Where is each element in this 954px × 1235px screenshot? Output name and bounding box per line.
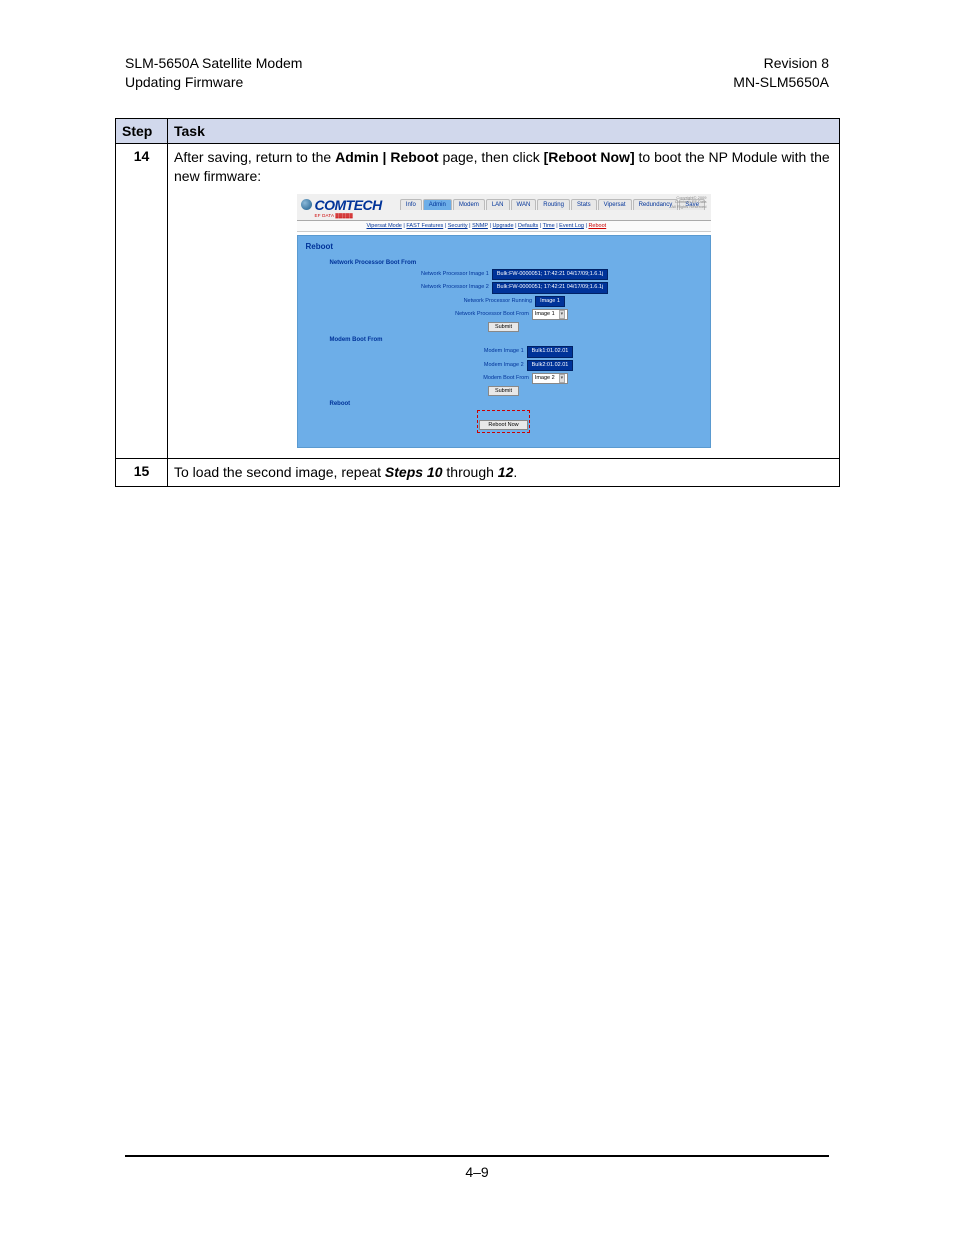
subnav-security[interactable]: Security [448, 223, 468, 229]
value-modem-img2: Bulk2:01.02.01 [527, 360, 574, 371]
embedded-screenshot: COMTECH EF DATA ▓▓▓▓▓ Info Admin Modem L… [297, 194, 711, 448]
subnav-vipersat[interactable]: Vipersat Mode [367, 223, 402, 229]
subnav-fast[interactable]: FAST Features [406, 223, 443, 229]
tab-modem[interactable]: Modem [453, 199, 485, 210]
value-np-running: Image 1 [535, 296, 565, 307]
copyright-text: Copyright© 2009 Comtech EF Data All Righ… [671, 196, 706, 209]
label-modem-img1: Modem Image 1 [434, 348, 524, 355]
subnav-snmp[interactable]: SNMP [472, 223, 488, 229]
nav-header: COMTECH EF DATA ▓▓▓▓▓ Info Admin Modem L… [297, 194, 711, 221]
reboot-panel: Reboot Network Processor Boot From Netwo… [297, 235, 711, 448]
steps-table: Step Task 14 After saving, return to the… [115, 118, 840, 487]
nav-tabs: Info Admin Modem LAN WAN Routing Stats V… [400, 196, 706, 210]
value-np-img2: Bulk:FW-0000051; 17:42:21 04/17/09;1.6.1… [492, 282, 608, 293]
task-cell: To load the second image, repeat Steps 1… [168, 458, 840, 486]
footer-rule [125, 1155, 829, 1157]
col-header-step: Step [116, 119, 168, 144]
subnav-upgrade[interactable]: Upgrade [492, 223, 513, 229]
doc-revision: Revision 8 [733, 54, 829, 73]
tab-admin[interactable]: Admin [423, 199, 452, 210]
subnav-eventlog[interactable]: Event Log [559, 223, 584, 229]
reboot-highlight: Reboot Now [477, 410, 529, 433]
tab-stats[interactable]: Stats [571, 199, 597, 210]
label-np-img2: Network Processor Image 2 [399, 284, 489, 291]
tab-vipersat[interactable]: Vipersat [598, 199, 632, 210]
tab-lan[interactable]: LAN [486, 199, 510, 210]
table-row: 14 After saving, return to the Admin | R… [116, 144, 840, 459]
value-np-img1: Bulk:FW-0000051; 17:42:21 04/17/09;1.6.1… [492, 269, 608, 280]
doc-section: Updating Firmware [125, 73, 302, 92]
section-title-reboot: Reboot [330, 400, 678, 408]
label-np-bootfrom: Network Processor Boot From [439, 311, 529, 318]
section-title-modem: Modem Boot From [330, 336, 678, 344]
page-number: 4–9 [0, 1164, 954, 1180]
col-header-task: Task [168, 119, 840, 144]
submit-button-np[interactable]: Submit [488, 322, 519, 332]
subnav-time[interactable]: Time [543, 223, 555, 229]
table-row: 15 To load the second image, repeat Step… [116, 458, 840, 486]
doc-number: MN-SLM5650A [733, 73, 829, 92]
label-modem-img2: Modem Image 2 [434, 362, 524, 369]
tab-wan[interactable]: WAN [511, 199, 537, 210]
label-np-img1: Network Processor Image 1 [399, 271, 489, 278]
select-modem-bootfrom[interactable]: Image 2 [532, 373, 568, 384]
section-reboot: Reboot Reboot Now [330, 400, 678, 433]
section-title-np: Network Processor Boot From [330, 259, 678, 267]
reboot-now-button[interactable]: Reboot Now [479, 420, 527, 430]
tab-info[interactable]: Info [400, 199, 422, 210]
logo-subtitle: EF DATA ▓▓▓▓▓ [301, 213, 382, 219]
step-number: 15 [116, 458, 168, 486]
task-cell: After saving, return to the Admin | Rebo… [168, 144, 840, 459]
header-right: Revision 8 MN-SLM5650A [733, 54, 829, 92]
panel-title: Reboot [306, 242, 702, 253]
tab-routing[interactable]: Routing [537, 199, 570, 210]
submit-button-modem[interactable]: Submit [488, 386, 519, 396]
globe-icon [301, 199, 312, 210]
subnav-reboot[interactable]: Reboot [588, 223, 606, 229]
label-np-running: Network Processor Running [442, 298, 532, 305]
sub-nav: Vipersat Mode | FAST Features | Security… [297, 221, 711, 232]
doc-title: SLM-5650A Satellite Modem [125, 54, 302, 73]
value-modem-img1: Bulk1:01.02.01 [527, 346, 574, 357]
section-np-boot: Network Processor Boot From Network Proc… [330, 259, 678, 332]
label-modem-bootfrom: Modem Boot From [439, 375, 529, 382]
step-number: 14 [116, 144, 168, 459]
select-np-bootfrom[interactable]: Image 1 [532, 309, 568, 320]
subnav-defaults[interactable]: Defaults [518, 223, 538, 229]
section-modem-boot: Modem Boot From Modem Image 1Bulk1:01.02… [330, 336, 678, 396]
logo: COMTECH EF DATA ▓▓▓▓▓ [301, 196, 382, 219]
page-header: SLM-5650A Satellite Modem Updating Firmw… [125, 54, 829, 92]
header-left: SLM-5650A Satellite Modem Updating Firmw… [125, 54, 302, 92]
